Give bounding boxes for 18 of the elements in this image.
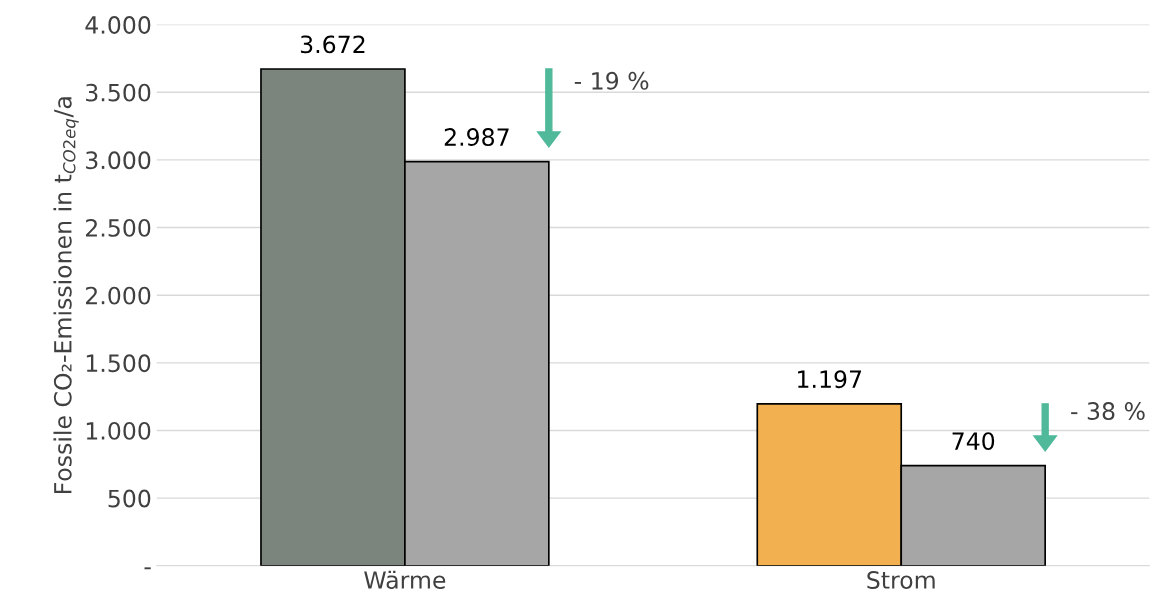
data-label: 3.672 [300,35,365,54]
data-label: 2.987 [444,128,509,146]
y-axis-title: Fossile CO₂-Emissionen in t$_{CO2eq}$/a [53,97,79,493]
annotation: - 38 % [1071,402,1145,420]
y-tick-label: - [144,567,151,570]
data-label: 1.197 [798,370,862,389]
y-tick-label: 500 [108,489,151,508]
data-label: 740 [952,432,995,450]
x-tick-label: Strom [867,571,935,589]
y-tick-label: 2.500 [86,219,151,237]
y-tick-label: 1.000 [86,421,151,440]
x-tick-label: Wärme [364,570,446,589]
y-tick-label: 3.000 [86,151,151,170]
annotation: - 19 % [574,71,649,90]
y-tick-label: 1.500 [86,354,151,373]
y-tick-label: 3.500 [86,83,151,102]
y-tick-label: 2.000 [86,286,151,305]
y-tick-label: 4.000 [85,16,151,34]
